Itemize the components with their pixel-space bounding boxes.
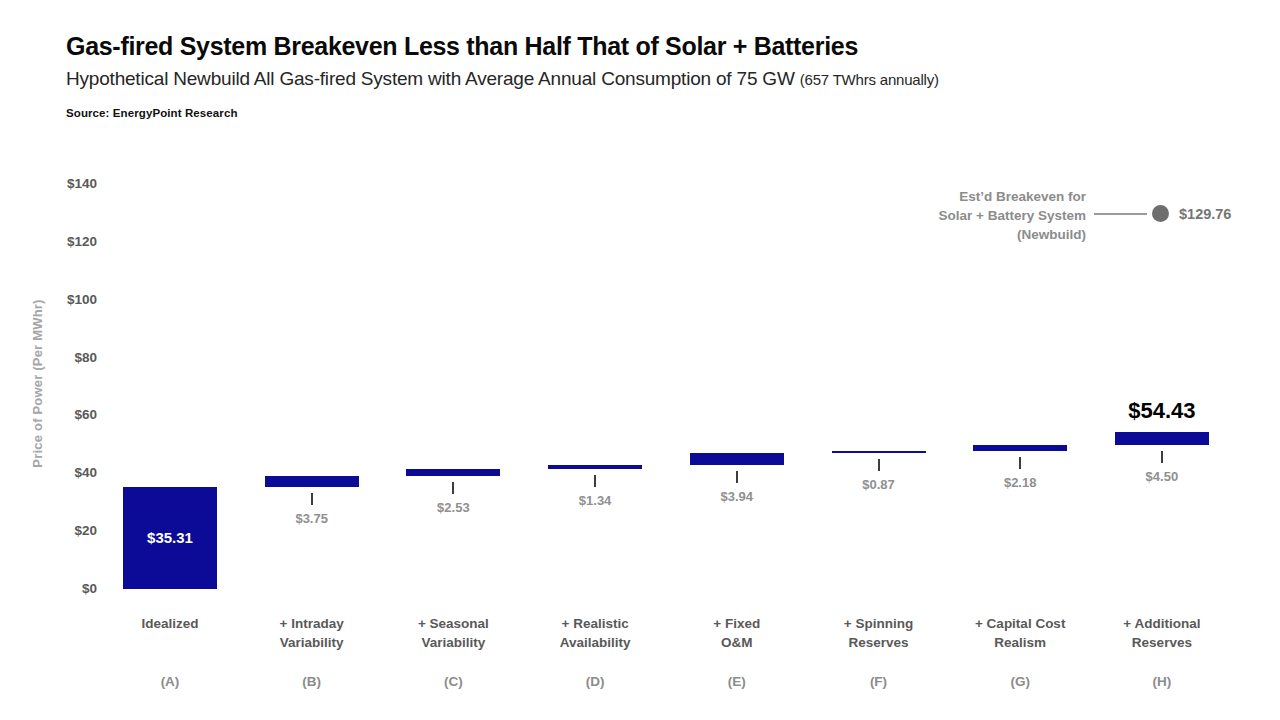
x-category-label: + Fixed O&M: [667, 614, 807, 652]
x-category-label: + Spinning Reserves: [809, 614, 949, 652]
delta-tick-mark: [736, 471, 738, 483]
x-category-letter: (A): [100, 674, 240, 689]
annotation-line-3: (Newbuild): [766, 225, 1086, 244]
y-tick-label: $120: [20, 233, 97, 251]
annotation-line-2: Solar + Battery System: [766, 206, 1086, 225]
delta-tick-mark: [878, 459, 880, 471]
y-tick-label: $20: [20, 522, 97, 540]
bar-value-label: $4.50: [1107, 469, 1217, 484]
x-category-label: Idealized: [100, 614, 240, 633]
bar-value-label: $2.53: [398, 500, 508, 515]
bar-value-label: $35.31: [123, 529, 217, 546]
bar-value-label: $3.94: [682, 489, 792, 504]
annotation-dot: [1152, 205, 1169, 222]
annotation-text: Est’d Breakeven for Solar + Battery Syst…: [766, 187, 1086, 244]
plot-area: Price of Power (Per MWhr) $0$20$40$60$80…: [0, 0, 1280, 720]
bar-c: [406, 469, 500, 476]
y-tick-label: $0: [20, 580, 97, 598]
delta-tick-mark: [311, 493, 313, 505]
y-tick-label: $100: [20, 291, 97, 309]
x-category-letter: (H): [1092, 674, 1232, 689]
delta-tick-mark: [1019, 457, 1021, 469]
annotation-value: $129.76: [1179, 206, 1231, 223]
delta-tick-mark: [594, 475, 596, 487]
bar-value-label: $3.75: [257, 511, 367, 526]
bar-h: [1115, 432, 1209, 445]
x-category-label: + Intraday Variability: [242, 614, 382, 652]
x-category-letter: (F): [809, 674, 949, 689]
x-category-letter: (B): [242, 674, 382, 689]
annotation-connector-line: [1094, 213, 1147, 215]
x-category-letter: (C): [383, 674, 523, 689]
bar-b: [265, 476, 359, 487]
x-category-label: + Additional Reserves: [1092, 614, 1232, 652]
bar-f: [832, 451, 926, 454]
x-category-label: + Realistic Availability: [525, 614, 665, 652]
y-tick-label: $40: [20, 464, 97, 482]
y-tick-label: $60: [20, 406, 97, 424]
bar-value-label: $2.18: [965, 475, 1075, 490]
x-category-letter: (E): [667, 674, 807, 689]
bar-g: [973, 445, 1067, 451]
delta-tick-mark: [452, 482, 454, 494]
x-category-letter: (G): [950, 674, 1090, 689]
annotation-line-1: Est’d Breakeven for: [766, 187, 1086, 206]
total-value-label: $54.43: [1077, 398, 1247, 424]
bar-d: [548, 465, 642, 469]
x-category-label: + Capital Cost Realism: [950, 614, 1090, 652]
bar-e: [690, 453, 784, 464]
x-category-label: + Seasonal Variability: [383, 614, 523, 652]
bar-value-label: $1.34: [540, 493, 650, 508]
y-tick-label: $80: [20, 349, 97, 367]
x-category-letter: (D): [525, 674, 665, 689]
bar-value-label: $0.87: [824, 477, 934, 492]
delta-tick-mark: [1161, 451, 1163, 463]
y-tick-label: $140: [20, 175, 97, 193]
slide: Gas-fired System Breakeven Less than Hal…: [0, 0, 1280, 720]
